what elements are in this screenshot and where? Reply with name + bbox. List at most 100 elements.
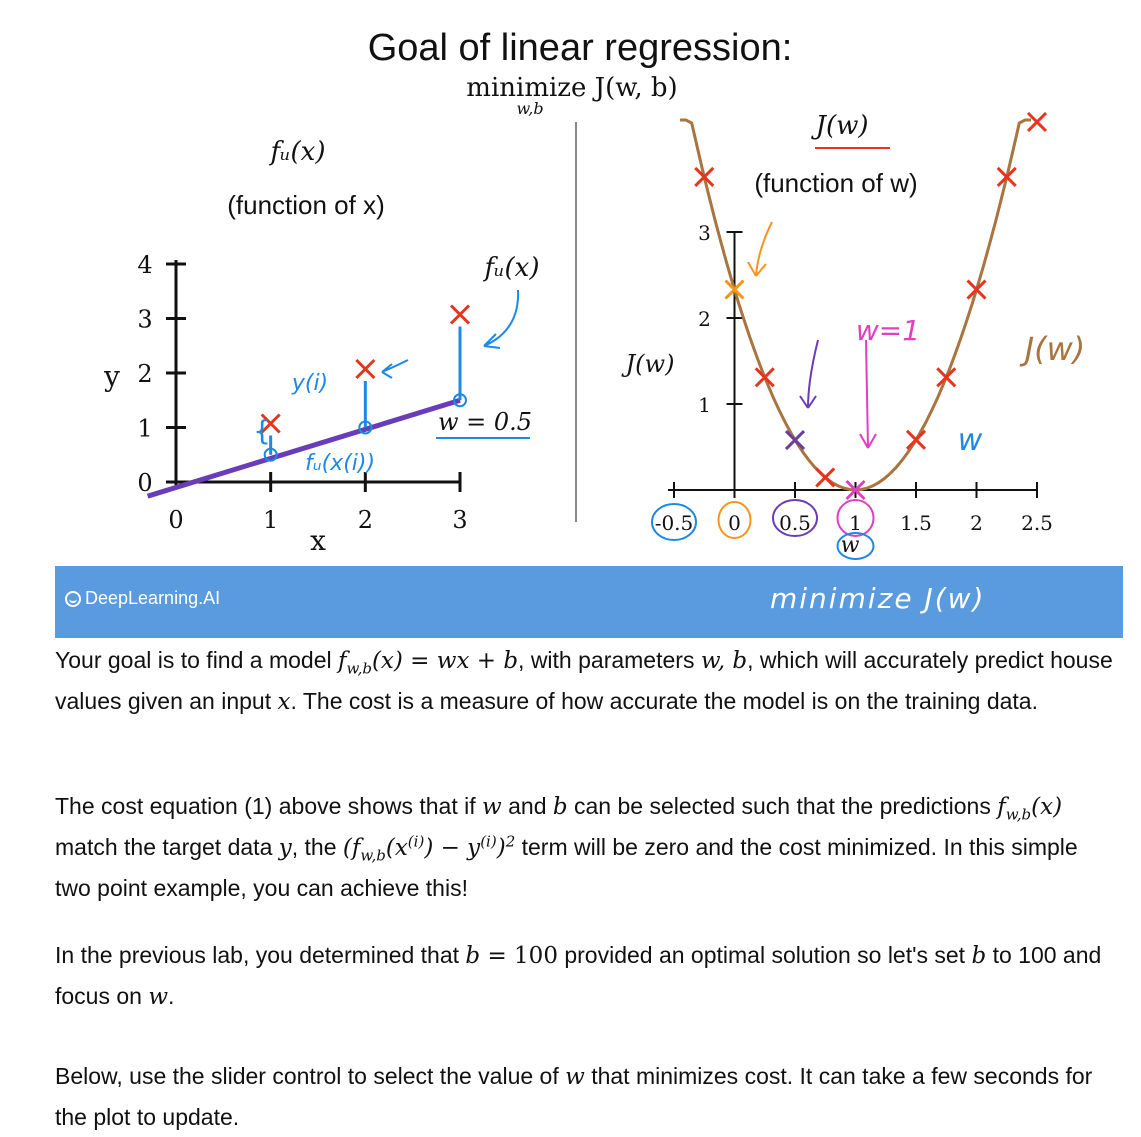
p2-math-b: b xyxy=(552,794,568,820)
right-purple-arrow xyxy=(799,339,819,409)
right-tick-circle xyxy=(717,501,752,539)
right-y-tick-label: 2 xyxy=(698,307,711,331)
left-function-label: fᵤ(x) xyxy=(269,137,326,167)
right-highlight-point xyxy=(784,430,806,451)
right-cost-point-b xyxy=(1026,111,1048,133)
right-cost-point xyxy=(966,279,987,300)
paragraph-cost: The cost equation (1) above shows that i… xyxy=(55,786,1115,908)
paragraph-goal: Your goal is to find a model fw,b(x) = w… xyxy=(55,640,1115,722)
p1-math-x: x xyxy=(277,689,291,715)
right-cost-point-b xyxy=(936,367,957,388)
right-x-tick-label: 2 xyxy=(970,511,983,535)
p3-text-c: to 100 and focus on xyxy=(55,942,1102,1009)
left-x-tick-label: 0 xyxy=(168,506,183,534)
p1-text-c: , which will accurately predict house va… xyxy=(55,647,1113,714)
right-tick-circle xyxy=(651,503,697,541)
brand: DeepLearning.AI xyxy=(65,588,220,609)
p3-math-eq: = 100 xyxy=(480,943,558,969)
left-y-tick-label: 1 xyxy=(137,415,152,443)
left-x-tick-label: 1 xyxy=(263,506,278,534)
left-line-label: fᵤ(x) xyxy=(483,253,540,283)
left-data-point xyxy=(449,304,471,325)
right-tick-circle xyxy=(836,499,875,537)
p2-math-w: w xyxy=(482,794,502,820)
left-prediction-point xyxy=(358,420,373,435)
right-x-tick-label: 2.5 xyxy=(1021,511,1053,535)
right-highlight-point-b xyxy=(784,430,806,451)
right-cost-point-b xyxy=(754,367,775,388)
left-data-point xyxy=(260,413,281,434)
right-highlight-point-b xyxy=(724,279,745,300)
left-y-tick-label: 2 xyxy=(137,360,152,388)
p3-text-d: . xyxy=(168,983,175,1009)
p2-math-y: y xyxy=(278,835,292,861)
paragraph-slider: Below, use the slider control to select … xyxy=(55,1056,1115,1137)
right-cost-point xyxy=(815,467,836,488)
slide-title: Goal of linear regression: xyxy=(368,27,793,69)
right-tick-circle xyxy=(772,499,818,537)
p1-math-params: w, b xyxy=(700,648,748,674)
right-cost-point xyxy=(996,166,1017,188)
p2-text-c: can be selected such that the prediction… xyxy=(567,793,998,819)
right-highlight-point xyxy=(845,479,866,501)
right-cost-point-b xyxy=(905,429,927,450)
left-x-axis-label: x xyxy=(310,524,326,557)
right-cost-point xyxy=(936,367,957,388)
left-handwritten-f: fᵤ(x(i)) xyxy=(305,451,375,476)
objective-subscript: w,b xyxy=(516,99,543,118)
paragraph-previous-lab: In the previous lab, you determined that… xyxy=(55,935,1115,1017)
slide-canvas: Goal of linear regression: minimize J(w, … xyxy=(103,27,1086,560)
right-x-tick-label: -0.5 xyxy=(655,511,694,535)
p3-math-b: b xyxy=(465,943,481,969)
p2-text-e: , the xyxy=(291,834,343,860)
right-x-tick-label: 1 xyxy=(849,511,862,535)
left-data-point-b xyxy=(260,413,281,434)
right-cost-point xyxy=(1026,111,1048,133)
banner-handwritten-note: minimize J(w) xyxy=(770,582,986,615)
p4-text-a: Below, use the slider control to select … xyxy=(55,1063,566,1089)
right-w-annotation: w xyxy=(958,423,983,458)
right-jw-annotation: J(w) xyxy=(1019,330,1086,368)
p2-math-error-term: (fw,b(x(i)) − y(i))2 xyxy=(342,832,516,865)
left-x-tick-label: 2 xyxy=(358,506,373,534)
left-y-tick-label: 0 xyxy=(137,469,152,497)
p4-math-w: w xyxy=(565,1064,585,1090)
right-y-tick-label: 3 xyxy=(698,221,711,245)
brand-label: DeepLearning.AI xyxy=(85,588,221,608)
left-y-tick-label: 4 xyxy=(137,251,152,279)
right-x-tick-label: 0.5 xyxy=(779,511,811,535)
left-prediction-point xyxy=(263,447,278,462)
right-cost-point xyxy=(905,429,927,450)
p3-math-w: w xyxy=(148,984,169,1010)
left-data-point xyxy=(355,358,376,380)
left-y-tick-label: 3 xyxy=(137,306,152,334)
right-x-axis-label: w xyxy=(841,533,860,558)
p1-math-model: fw,b(x) = wx + b xyxy=(338,648,519,678)
right-tick-circle xyxy=(836,532,875,560)
deeplearning-logo-icon xyxy=(65,591,81,607)
p1-text-b: , with parameters xyxy=(518,647,701,673)
p2-math-prediction: fw,b(x) xyxy=(997,794,1063,824)
right-cost-point-b xyxy=(996,166,1017,188)
objective-formula: minimize J(w, b) xyxy=(466,73,677,103)
p1-text-a: Your goal is to find a model xyxy=(55,647,338,673)
left-function-desc: (function of x) xyxy=(227,190,385,220)
left-prediction-point xyxy=(453,393,467,408)
left-point-arrow xyxy=(381,359,409,379)
p2-text-a: The cost equation (1) above shows that i… xyxy=(55,793,483,819)
p2-text-d: match the target data xyxy=(55,834,279,860)
right-cost-point xyxy=(694,166,715,188)
left-y-axis-label: y xyxy=(103,360,120,393)
brand-banner: DeepLearning.AI minimize J(w) xyxy=(55,566,1123,638)
right-highlight-point xyxy=(724,279,745,300)
right-cost-point-b xyxy=(694,166,715,188)
right-highlight-point-b xyxy=(845,479,866,501)
right-x-tick-label: 1.5 xyxy=(900,511,932,535)
right-desc: (function of w) xyxy=(754,168,917,198)
left-brace: { xyxy=(253,414,271,447)
left-line-label-arrow xyxy=(483,289,520,349)
right-y-tick-label: 1 xyxy=(698,393,711,417)
left-model-line xyxy=(146,397,461,499)
left-handwritten-y: y(i) xyxy=(291,371,328,396)
p2-text-b: and xyxy=(501,793,553,819)
